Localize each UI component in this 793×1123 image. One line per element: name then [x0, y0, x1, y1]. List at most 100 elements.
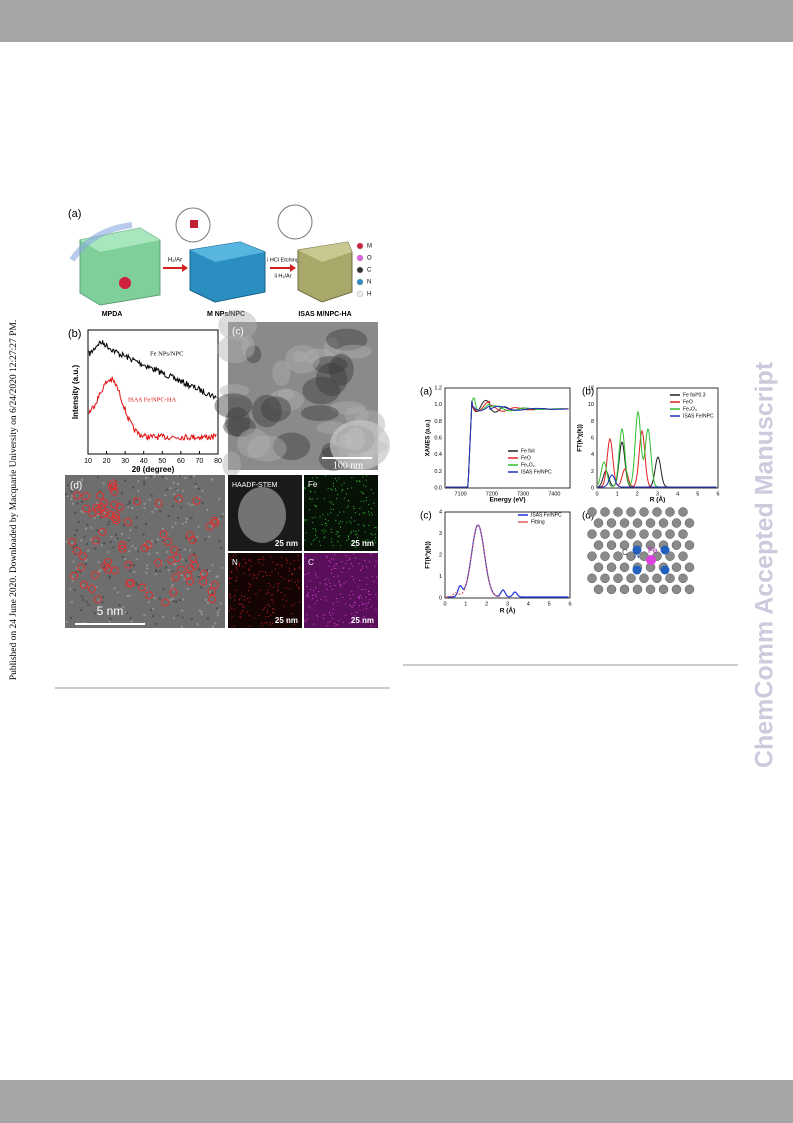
- map-dot: [371, 508, 373, 510]
- map-dot: [342, 567, 344, 569]
- map-dot: [354, 520, 356, 522]
- map-dot: [296, 584, 298, 586]
- noise: [172, 617, 176, 620]
- noise: [179, 475, 182, 478]
- noise: [217, 608, 221, 611]
- atom-marker: [79, 580, 88, 589]
- map-dot: [374, 565, 376, 567]
- atom-marker: [126, 578, 135, 587]
- map-dot: [323, 532, 325, 534]
- noise: [208, 590, 212, 594]
- map-dot: [273, 602, 275, 604]
- noise: [85, 542, 89, 546]
- particle: [302, 376, 341, 405]
- noise: [180, 574, 183, 577]
- map-dot: [365, 596, 367, 598]
- atom-marker: [109, 482, 118, 491]
- x-tick-label: 30: [121, 458, 129, 465]
- noise: [97, 599, 101, 602]
- map-dot: [335, 562, 337, 564]
- x-tick-label: 10: [84, 458, 92, 465]
- map-dot: [361, 601, 363, 603]
- legend-label: Fe foil: [521, 448, 535, 454]
- noise: [75, 543, 78, 547]
- map-dot: [294, 581, 296, 583]
- noise: [80, 595, 84, 598]
- map-dot: [334, 488, 336, 490]
- map-dot: [329, 582, 331, 584]
- noise: [110, 535, 113, 539]
- map-dot: [355, 530, 357, 532]
- map-dot: [326, 625, 328, 627]
- map-dot: [355, 542, 357, 544]
- map-dot: [319, 582, 321, 584]
- map-dot: [335, 567, 337, 569]
- noise: [145, 571, 148, 574]
- map-dot: [319, 545, 321, 547]
- noise: [177, 516, 180, 520]
- noise: [129, 616, 132, 620]
- noise: [145, 476, 148, 480]
- noise: [109, 617, 112, 621]
- noise: [220, 546, 223, 550]
- noise: [148, 498, 152, 501]
- legend-label: ISAS Fe/NPC: [521, 469, 552, 475]
- atom: [619, 584, 630, 595]
- noise: [69, 587, 72, 591]
- noise: [169, 486, 172, 490]
- map-dot: [365, 499, 367, 501]
- atom-marker: [167, 556, 176, 565]
- map-dot: [362, 541, 364, 543]
- n-atom: [660, 565, 670, 575]
- spectrum-line: [446, 401, 569, 488]
- map-dot: [374, 533, 376, 535]
- x-tick-label: 7200: [486, 491, 498, 497]
- map-dot: [310, 491, 312, 493]
- map-dot: [259, 589, 261, 591]
- map-dot: [332, 618, 334, 620]
- noise: [82, 598, 85, 602]
- noise: [197, 568, 201, 571]
- noise: [65, 620, 69, 624]
- map-dot: [368, 524, 370, 526]
- map-dot: [314, 534, 316, 536]
- map-dot: [252, 573, 254, 575]
- map-dot: [362, 492, 364, 494]
- noise: [93, 547, 97, 550]
- map-dot: [239, 613, 241, 615]
- noise: [181, 598, 185, 601]
- atom: [619, 562, 630, 572]
- legend-dot: [356, 242, 364, 250]
- atom-marker: [188, 535, 197, 544]
- particle: [218, 309, 257, 341]
- atom: [645, 584, 656, 595]
- map-dot: [349, 520, 351, 522]
- map-dot: [248, 568, 250, 570]
- map-dot: [289, 567, 291, 569]
- map-dot: [339, 584, 341, 586]
- map-dot: [256, 577, 258, 579]
- map-dot: [362, 476, 364, 478]
- noise: [128, 500, 132, 503]
- noise: [184, 476, 187, 480]
- map-dot: [370, 625, 372, 627]
- atom-marker: [92, 503, 101, 512]
- noise: [77, 520, 80, 524]
- map-dot: [365, 497, 367, 499]
- map-dot: [364, 540, 366, 542]
- particle: [245, 345, 262, 364]
- map-dot: [272, 561, 274, 563]
- particle: [241, 335, 256, 358]
- atom: [678, 573, 688, 584]
- map-dot: [325, 530, 327, 532]
- map-dot: [298, 601, 300, 603]
- map-dot: [281, 556, 283, 558]
- map-dot: [370, 606, 372, 608]
- y-tick-label: 0.6: [434, 435, 442, 441]
- map-dot: [333, 485, 335, 487]
- map-dot: [292, 572, 294, 574]
- map-dot: [297, 579, 299, 581]
- atom: [639, 529, 649, 539]
- atom-marker: [199, 577, 208, 586]
- legend-dot: [356, 278, 364, 286]
